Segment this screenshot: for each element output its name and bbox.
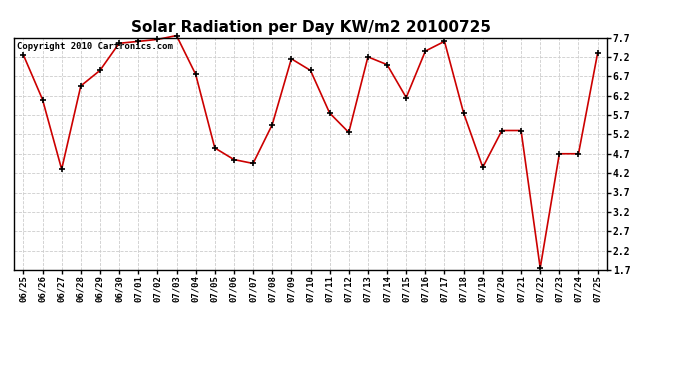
Text: Copyright 2010 Cartronics.com: Copyright 2010 Cartronics.com [17,42,172,51]
Title: Solar Radiation per Day KW/m2 20100725: Solar Radiation per Day KW/m2 20100725 [130,20,491,35]
